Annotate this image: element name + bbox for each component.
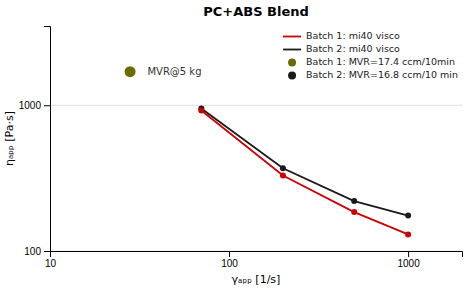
tick-label: 1000 <box>19 100 42 111</box>
line <box>201 109 408 216</box>
point <box>351 198 357 204</box>
point <box>198 108 204 114</box>
tick: 100 <box>24 246 50 257</box>
series <box>125 66 136 77</box>
legend-swatch <box>283 49 301 51</box>
legend-entry: Batch 2: mi40 visco <box>283 43 400 54</box>
y-axis-title: ηₐₚₚ [Pa·s] <box>3 111 16 166</box>
tick-mark <box>44 105 50 106</box>
x-axis-title: γₐₚₚ [1/s] <box>232 273 281 286</box>
tick-label: 1000 <box>397 258 420 269</box>
legend-swatch <box>288 72 296 80</box>
grid <box>50 105 462 251</box>
legend-label: Batch 1: MVR=17.4 ccm/10min <box>306 56 455 67</box>
tick: 1000 <box>19 100 50 111</box>
grid-line <box>50 105 462 106</box>
tick-label: 10 <box>45 258 57 269</box>
legend-label: Batch 2: MVR=16.8 ccm/10 min <box>306 69 458 80</box>
marks <box>125 66 412 237</box>
point <box>125 66 136 77</box>
point <box>280 172 286 178</box>
tick-mark <box>44 251 50 252</box>
x-axis: 10 100 1000 <box>45 251 463 269</box>
legend: Batch 1: mi40 visco Batch 2: mi40 visco Ba… <box>283 30 458 80</box>
axis-line <box>51 252 463 258</box>
tick-label: 100 <box>221 258 238 269</box>
point <box>351 209 357 215</box>
legend-swatch <box>283 36 301 38</box>
y-axis: 100 1000 <box>19 27 51 257</box>
point <box>405 213 411 219</box>
tick: 1000 <box>397 251 420 269</box>
plot: 10 100 1000 100 1000 MVR@5 kg Batch 1: mi40 vi… <box>19 27 463 270</box>
title: PC+ABS Blend <box>203 4 309 19</box>
legend-label: Batch 2: mi40 visco <box>306 43 400 54</box>
axis-line <box>44 27 51 252</box>
series <box>198 108 411 238</box>
legend-entry: Batch 1: mi40 visco <box>283 30 400 41</box>
point <box>280 165 286 171</box>
series <box>198 106 411 219</box>
tick: 100 <box>221 251 238 269</box>
tick-label: 100 <box>24 246 41 257</box>
line <box>201 111 408 235</box>
annotation: MVR@5 kg <box>147 66 201 77</box>
legend-label: Batch 1: mi40 visco <box>306 30 400 41</box>
point <box>405 231 411 237</box>
tick: 10 <box>45 251 57 269</box>
legend-swatch <box>288 59 296 67</box>
chart: 10 100 1000 100 1000 MVR@5 kg Batch 1: mi40 vi… <box>0 0 474 289</box>
tick-mark <box>229 251 230 257</box>
tick-mark <box>408 251 409 257</box>
legend-entry: Batch 2: MVR=16.8 ccm/10 min <box>288 69 458 80</box>
legend-entry: Batch 1: MVR=17.4 ccm/10min <box>288 56 455 67</box>
